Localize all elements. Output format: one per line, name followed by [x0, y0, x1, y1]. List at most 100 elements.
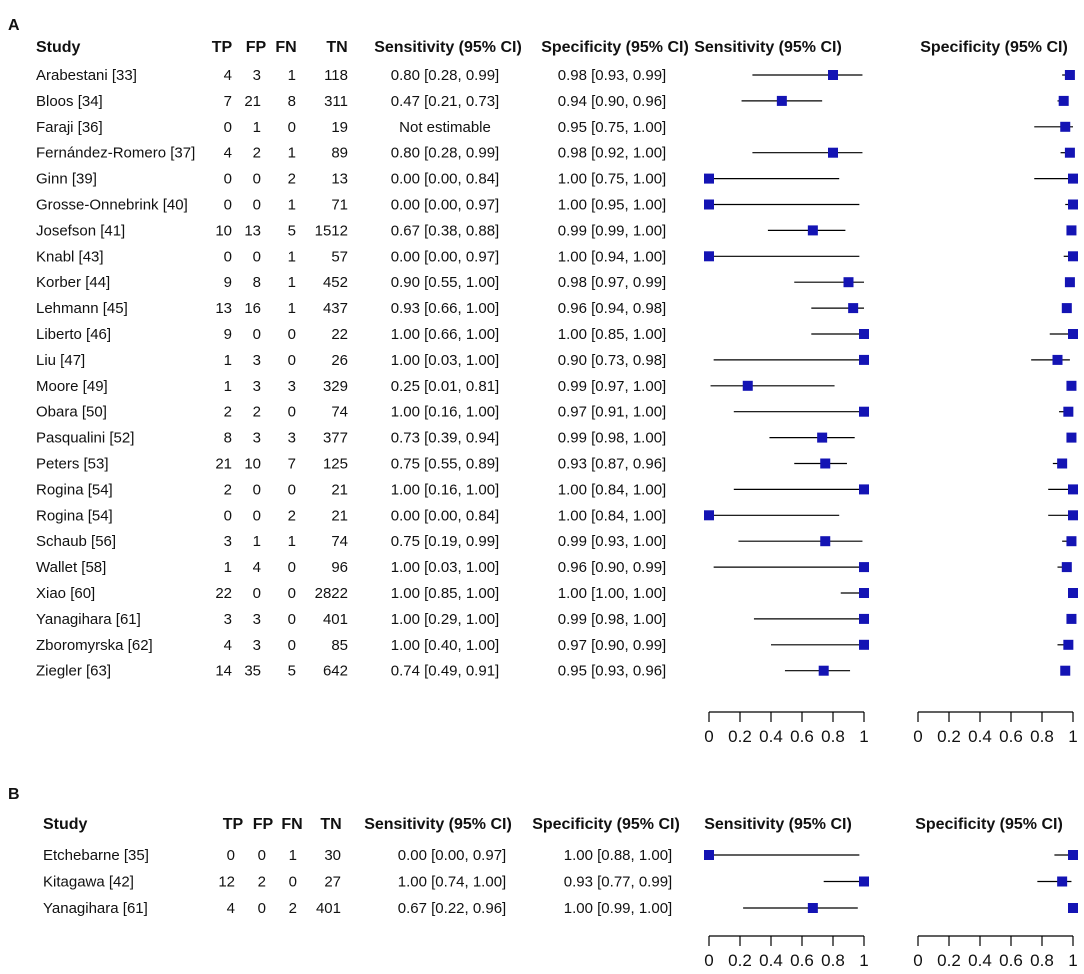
tp-value: 21 [215, 456, 232, 473]
sensitivity-ci-text: 0.74 [0.49, 0.91] [391, 663, 499, 680]
study-row: Kitagawa [42] 12 2 0 27 1.00 [0.74, 1.00] 0.93… [43, 874, 1072, 891]
tn-value: 27 [324, 874, 341, 891]
study-row: Yanagihara [61] 3 3 0 401 1.00 [0.29, 1.00] 0.… [36, 611, 1077, 628]
tp-value: 13 [215, 300, 232, 317]
specificity-ci-text: 0.97 [0.90, 0.99] [558, 637, 666, 654]
specificity-ci-text: 1.00 [0.75, 1.00] [558, 171, 666, 188]
study-name: Kitagawa [42] [43, 874, 134, 891]
specificity-tick-label: 1 [1068, 951, 1077, 970]
tp-value: 3 [224, 611, 232, 628]
tn-value: 96 [331, 559, 348, 576]
sensitivity-tick-label: 0.6 [790, 951, 814, 970]
fn-value: 5 [288, 222, 296, 239]
study-row: Peters [53] 21 10 7 125 0.75 [0.55, 0.89] 0.93… [36, 456, 1068, 473]
sensitivity-point-marker [704, 850, 714, 860]
tn-value: 21 [331, 507, 348, 524]
sensitivity-point-marker [742, 380, 753, 391]
tp-value: 0 [224, 507, 232, 524]
fn-value: 0 [288, 559, 296, 576]
specificity-point-marker [1066, 536, 1077, 547]
specificity-point-marker [1063, 406, 1074, 417]
fp-value: 0 [258, 900, 266, 917]
fn-value: 0 [288, 611, 296, 628]
sensitivity-point-marker [820, 536, 831, 547]
tn-value: 21 [331, 481, 348, 498]
sensitivity-point-marker [817, 432, 828, 443]
specificity-point-marker [1057, 458, 1068, 469]
study-row: Grosse-Onnebrink [40] 0 0 1 71 0.00 [0.00, 0.… [36, 197, 1078, 214]
study-row: Rogina [54] 2 0 0 21 1.00 [0.16, 1.00] 1.00 [0… [36, 481, 1078, 498]
sensitivity-point-marker [859, 484, 869, 495]
tn-value: 2822 [315, 585, 348, 602]
study-name: Fernández-Romero [37] [36, 145, 195, 162]
tn-value: 30 [324, 847, 341, 864]
specificity-point-marker [1068, 510, 1078, 521]
tp-value: 12 [218, 874, 235, 891]
study-name: Liu [47] [36, 352, 85, 369]
study-row: Lehmann [45] 13 16 1 437 0.93 [0.66, 1.00] 0.9… [36, 300, 1072, 317]
tn-value: 74 [331, 533, 348, 550]
study-name: Etchebarne [35] [43, 847, 149, 864]
sensitivity-point-marker [859, 329, 869, 339]
study-row: Liu [47] 1 3 0 26 1.00 [0.03, 1.00] 0.90 [0.73… [36, 352, 1070, 369]
specificity-point-marker [1064, 277, 1075, 288]
sensitivity-point-marker [704, 251, 714, 262]
sensitivity-tick-label: 0.8 [821, 951, 845, 970]
sensitivity-point-marker [848, 303, 859, 314]
tp-value: 9 [224, 326, 232, 343]
header-fp: FP [246, 39, 267, 56]
sensitivity-point-marker [859, 562, 869, 573]
study-row: Bloos [34] 7 21 8 311 0.47 [0.21, 0.73] 0.94 [… [36, 93, 1069, 110]
study-row: Knabl [43] 0 0 1 57 0.00 [0.00, 0.97] 1.00 [0.… [36, 248, 1078, 265]
tp-value: 4 [224, 145, 232, 162]
fp-value: 0 [258, 847, 266, 864]
header-sensitivity-plot: Sensitivity (95% CI) [704, 816, 852, 833]
fn-value: 0 [288, 326, 296, 343]
study-row: Rogina [54] 0 0 2 21 0.00 [0.00, 0.84] 1.00 [0… [36, 507, 1078, 524]
specificity-point-marker [1066, 380, 1077, 391]
tp-value: 0 [224, 197, 232, 214]
specificity-ci-text: 0.98 [0.93, 0.99] [558, 67, 666, 84]
study-name: Faraji [36] [36, 119, 103, 136]
specificity-ci-text: 0.97 [0.91, 1.00] [558, 404, 666, 421]
fp-value: 3 [253, 352, 261, 369]
specificity-ci-text: 1.00 [0.95, 1.00] [558, 197, 666, 214]
specificity-point-marker [1052, 354, 1063, 365]
study-row: Etchebarne [35] 0 0 1 30 0.00 [0.00, 0.97] 1.0… [43, 847, 1078, 864]
specificity-tick-label: 0.6 [999, 727, 1023, 746]
tn-value: 401 [323, 611, 348, 628]
tn-value: 71 [331, 197, 348, 214]
specificity-point-marker [1063, 639, 1074, 650]
specificity-point-marker [1066, 613, 1077, 624]
study-row: Zboromyrska [62] 4 3 0 85 1.00 [0.40, 1.00] 0.… [36, 637, 1074, 654]
header-sensitivity-ci: Sensitivity (95% CI) [364, 816, 512, 833]
specificity-point-marker [1068, 251, 1078, 262]
forest-panel-b: B Study TP FP FN TN Sensitivity (95% CI) Specif… [8, 786, 1078, 970]
tp-value: 0 [224, 171, 232, 188]
tp-value: 4 [224, 637, 232, 654]
tp-value: 1 [224, 352, 232, 369]
tn-value: 26 [331, 352, 348, 369]
sensitivity-ci-text: 0.73 [0.39, 0.94] [391, 430, 499, 447]
specificity-ci-text: 0.96 [0.94, 0.98] [558, 300, 666, 317]
sensitivity-ci-text: 1.00 [0.29, 1.00] [391, 611, 499, 628]
fp-value: 35 [244, 663, 261, 680]
sensitivity-point-marker [843, 277, 854, 288]
study-name: Ziegler [63] [36, 663, 111, 680]
specificity-ci-text: 0.95 [0.75, 1.00] [558, 119, 666, 136]
tn-value: 329 [323, 378, 348, 395]
specificity-tick-label: 0 [913, 727, 922, 746]
fp-value: 3 [253, 378, 261, 395]
sensitivity-ci-text: 0.25 [0.01, 0.81] [391, 378, 499, 395]
specificity-ci-text: 0.96 [0.90, 0.99] [558, 559, 666, 576]
study-name: Knabl [43] [36, 248, 104, 265]
tn-value: 19 [331, 119, 348, 136]
study-name: Xiao [60] [36, 585, 95, 602]
tp-value: 2 [224, 404, 232, 421]
study-name: Yanagihara [61] [43, 900, 148, 917]
study-row: Yanagihara [61] 4 0 2 401 0.67 [0.22, 0.96] 1.… [43, 900, 1078, 917]
tn-value: 74 [331, 404, 348, 421]
tn-value: 437 [323, 300, 348, 317]
fp-value: 2 [258, 874, 266, 891]
study-row: Xiao [60] 22 0 0 2822 1.00 [0.85, 1.00] 1.00 [… [36, 585, 1078, 602]
